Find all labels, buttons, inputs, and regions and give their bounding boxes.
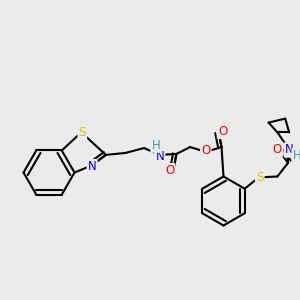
- Text: S: S: [79, 126, 86, 139]
- Text: N: N: [285, 143, 293, 157]
- Text: O: O: [273, 142, 282, 155]
- Text: H: H: [292, 149, 300, 162]
- Text: N: N: [155, 150, 164, 164]
- Text: S: S: [256, 171, 263, 184]
- Text: O: O: [165, 164, 174, 177]
- Text: H: H: [152, 139, 160, 152]
- Text: N: N: [88, 160, 97, 173]
- Text: O: O: [218, 125, 227, 138]
- Text: O: O: [201, 145, 211, 158]
